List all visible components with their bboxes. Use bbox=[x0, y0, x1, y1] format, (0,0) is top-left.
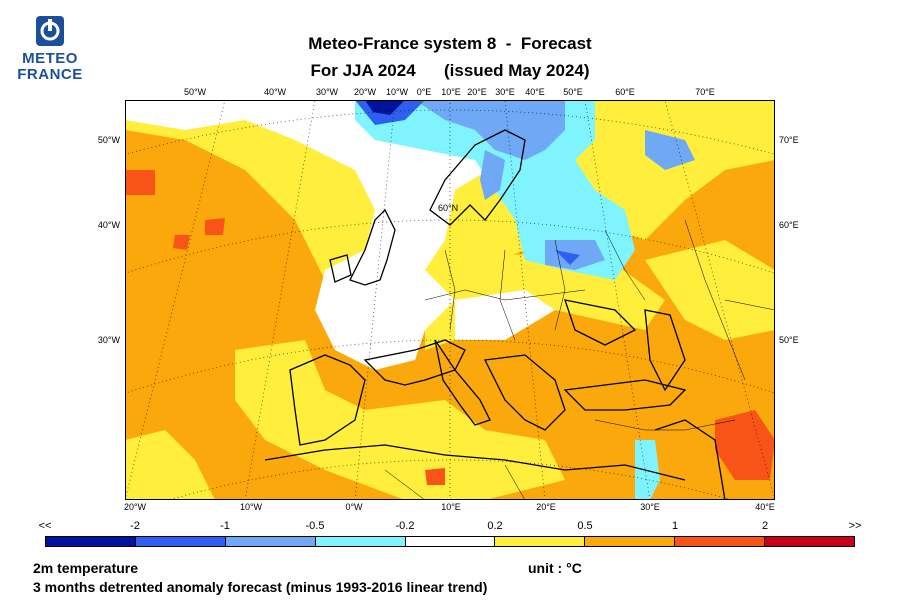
top-tick-30e: 30°E bbox=[495, 87, 515, 97]
legend-swatch-5 bbox=[405, 537, 496, 546]
map-inset-label-60n: 60°N bbox=[438, 203, 458, 213]
legend-swatch-3 bbox=[225, 537, 316, 546]
top-tick-10w: 10°W bbox=[385, 87, 409, 97]
title-line-1: Meteo-France system 8 - Forecast bbox=[308, 34, 592, 53]
top-tick-60e: 60°E bbox=[615, 87, 635, 97]
anomaly-band-neutral-northwest bbox=[125, 100, 245, 130]
ireland-outline bbox=[329, 254, 352, 283]
anomaly-band-1-to-2-atlantic-small bbox=[173, 235, 190, 250]
coastlines bbox=[264, 129, 726, 500]
caspian-sea-outline bbox=[644, 309, 686, 392]
top-tick-0e: 0°E bbox=[416, 87, 432, 97]
logo-word-france: FRANCE bbox=[17, 66, 83, 83]
legend-swatch-1 bbox=[46, 537, 136, 546]
right-tick-70e: 70°E bbox=[779, 135, 799, 145]
anomaly-band-minus-1-to-minus-0-5-scandinavia bbox=[480, 150, 505, 200]
anomaly-band-1-to-2-middle-east bbox=[715, 410, 775, 480]
legend-label-minus-1: -1 bbox=[220, 520, 230, 532]
legend-swatch-2 bbox=[135, 537, 226, 546]
map-frame bbox=[125, 100, 775, 500]
black-sea-outline bbox=[564, 299, 637, 346]
anomaly-band-minus-2-to-minus-1-east bbox=[555, 250, 580, 265]
legend-label-0-5: 0.5 bbox=[577, 520, 593, 532]
anomaly-band-minus-1-to-minus-0-5-northeast bbox=[645, 130, 695, 170]
anomaly-band-1-to-2-atlantic bbox=[125, 170, 155, 195]
legend-label-minus-0-5: -0.5 bbox=[305, 520, 325, 532]
left-tick-40w: 40°W bbox=[97, 220, 120, 230]
left-tick-50w: 50°W bbox=[97, 135, 120, 145]
top-tick-50w: 50°W bbox=[183, 87, 207, 97]
legend-label-2: 2 bbox=[761, 520, 769, 532]
variable-label: 2m temperature bbox=[33, 560, 139, 576]
anomaly-map: 60°N bbox=[125, 100, 775, 500]
scandinavia-outline bbox=[429, 129, 526, 226]
title-line-2: For JJA 2024 (issued May 2024) bbox=[310, 61, 590, 80]
legend-label-above: >> bbox=[848, 520, 862, 532]
graticule bbox=[125, 100, 775, 500]
top-tick-40e: 40°E bbox=[525, 87, 545, 97]
top-tick-40w: 40°W bbox=[263, 87, 287, 97]
top-tick-30w: 30°W bbox=[315, 87, 339, 97]
top-tick-10e: 10°E bbox=[441, 87, 461, 97]
north-africa-coast bbox=[264, 444, 686, 481]
anomaly-band-neutral-north bbox=[235, 100, 545, 370]
anomaly-band-minus-1-to-minus-0-5-north bbox=[415, 100, 565, 160]
top-tick-20w: 20°W bbox=[353, 87, 377, 97]
meteo-france-logo-icon bbox=[36, 16, 64, 46]
legend-swatch-8 bbox=[675, 537, 766, 546]
legend-label-minus-2: -2 bbox=[130, 520, 140, 532]
bottom-tick-10e: 10°E bbox=[441, 502, 461, 512]
top-tick-20e: 20°E bbox=[467, 87, 487, 97]
legend-label-minus-0-2: -0.2 bbox=[395, 520, 415, 532]
bottom-tick-30e: 30°E bbox=[640, 502, 660, 512]
meteo-france-logo: METEO FRANCE bbox=[14, 16, 86, 86]
turkey-outline bbox=[563, 379, 687, 411]
bottom-tick-0w: 0°W bbox=[345, 502, 363, 512]
anomaly-band-0-2-to-0-5-southwest bbox=[125, 430, 215, 500]
balkans-outline bbox=[484, 354, 566, 431]
legend-label-below: << bbox=[38, 520, 52, 532]
anomaly-band-below-minus-2 bbox=[365, 100, 405, 115]
legend-swatch-7 bbox=[585, 537, 676, 546]
legend-label-1: 1 bbox=[671, 520, 679, 532]
legend-label-0-2: 0.2 bbox=[487, 520, 503, 532]
top-tick-70e: 70°E bbox=[695, 87, 715, 97]
anomaly-band-1-to-2-atlantic-small-2 bbox=[205, 218, 225, 235]
country-borders bbox=[384, 219, 775, 500]
anomaly-band-0-2-to-0-5-east bbox=[645, 240, 775, 340]
right-tick-50e: 50°E bbox=[779, 335, 799, 345]
great-britain-outline bbox=[349, 208, 396, 286]
legend-swatch-9 bbox=[765, 537, 855, 546]
left-tick-30w: 30°W bbox=[97, 335, 120, 345]
anomaly-band-0-2-to-0-5-south bbox=[235, 340, 565, 500]
legend-color-bar bbox=[45, 536, 855, 547]
top-tick-50e: 50°E bbox=[563, 87, 583, 97]
legend-swatch-4 bbox=[315, 537, 406, 546]
chart-title: Meteo-France system 8 - Forecast For JJA… bbox=[250, 30, 650, 84]
description-label: 3 months detrented anomaly forecast (min… bbox=[33, 579, 488, 595]
iberia-outline bbox=[289, 354, 366, 446]
unit-label: unit : °C bbox=[528, 560, 582, 576]
red-sea-coast bbox=[654, 419, 726, 500]
logo-word-meteo: METEO bbox=[22, 50, 78, 67]
bottom-tick-10w: 10°W bbox=[239, 502, 263, 512]
legend-swatch-6 bbox=[495, 537, 586, 546]
bottom-tick-20e: 20°E bbox=[536, 502, 556, 512]
bottom-tick-20w: 20°W bbox=[123, 502, 147, 512]
anomaly-band-neutral-central bbox=[455, 290, 555, 340]
anomaly-band-1-to-2-africa bbox=[425, 468, 445, 485]
bottom-tick-40e: 40°E bbox=[755, 502, 775, 512]
right-tick-60e: 60°E bbox=[779, 220, 799, 230]
italy-outline bbox=[434, 339, 491, 426]
